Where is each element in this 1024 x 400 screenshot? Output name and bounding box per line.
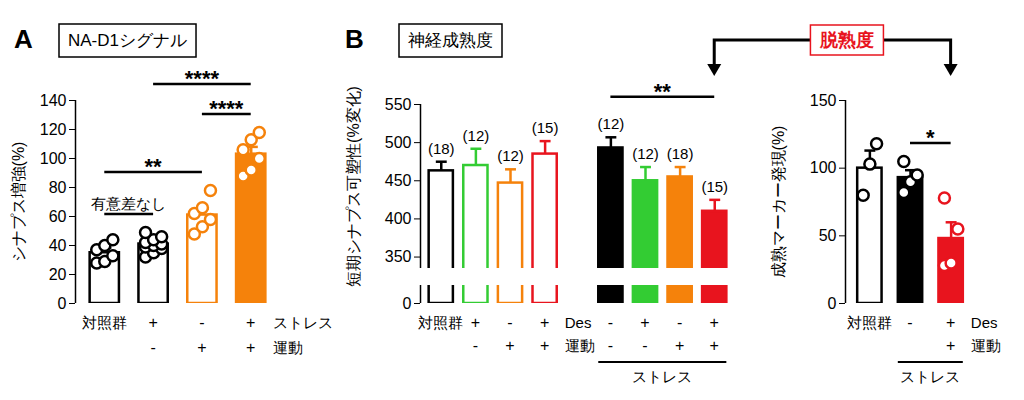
svg-text:150: 150	[810, 92, 837, 109]
svg-text:運動: 運動	[273, 339, 303, 356]
svg-text:成熟マーカー発現(%): 成熟マーカー発現(%)	[770, 126, 787, 279]
svg-text:-: -	[199, 314, 204, 331]
svg-text:対照群: 対照群	[82, 314, 127, 331]
svg-text:短期シナプス可塑性(%変化): 短期シナプス可塑性(%変化)	[345, 86, 362, 287]
svg-text:0: 0	[58, 295, 67, 312]
svg-text:NA-D1シグナル: NA-D1シグナル	[68, 31, 187, 50]
svg-text:(12): (12)	[463, 127, 490, 144]
svg-text:+: +	[540, 314, 549, 331]
svg-text:-: -	[677, 314, 682, 331]
svg-text:-: -	[608, 314, 613, 331]
svg-text:140: 140	[40, 92, 67, 109]
svg-text:350: 350	[385, 248, 412, 265]
svg-text:-: -	[907, 314, 912, 331]
svg-text:0: 0	[403, 295, 412, 312]
svg-text:+: +	[246, 314, 255, 331]
svg-text:80: 80	[49, 179, 67, 196]
svg-text:60: 60	[49, 208, 67, 225]
svg-text:+: +	[197, 339, 206, 356]
svg-text:B: B	[345, 24, 364, 54]
svg-text:(12): (12)	[598, 115, 625, 132]
svg-text:(12): (12)	[632, 145, 659, 162]
svg-text:+: +	[710, 314, 719, 331]
svg-text:*: *	[926, 125, 935, 150]
svg-text:-: -	[473, 337, 478, 354]
svg-text:0: 0	[828, 295, 837, 312]
svg-text:500: 500	[385, 134, 412, 151]
svg-text:(18): (18)	[428, 140, 455, 157]
svg-text:****: ****	[209, 96, 244, 121]
svg-text:Des: Des	[971, 314, 998, 331]
svg-text:400: 400	[385, 210, 412, 227]
svg-text:550: 550	[385, 96, 412, 113]
svg-text:対照群: 対照群	[418, 314, 463, 331]
svg-text:A: A	[14, 24, 33, 54]
svg-text:+: +	[148, 314, 157, 331]
svg-text:-: -	[642, 337, 647, 354]
svg-text:シナプス増強(%): シナプス増強(%)	[10, 142, 27, 263]
svg-text:+: +	[675, 337, 684, 354]
svg-text:****: ****	[185, 66, 220, 91]
svg-text:**: **	[654, 79, 672, 104]
svg-text:120: 120	[40, 121, 67, 138]
svg-text:ストレス: ストレス	[273, 314, 333, 331]
svg-text:ストレス: ストレス	[632, 368, 692, 385]
svg-text:-: -	[608, 337, 613, 354]
svg-text:450: 450	[385, 172, 412, 189]
svg-text:(15): (15)	[532, 119, 559, 136]
svg-text:+: +	[246, 339, 255, 356]
svg-text:運動: 運動	[565, 337, 595, 354]
svg-text:-: -	[507, 314, 512, 331]
svg-text:+: +	[471, 314, 480, 331]
svg-text:(12): (12)	[497, 147, 524, 164]
svg-text:脱熟度: 脱熟度	[819, 30, 874, 50]
svg-text:+: +	[640, 314, 649, 331]
svg-text:(15): (15)	[701, 178, 728, 195]
svg-text:運動: 運動	[971, 337, 1001, 354]
svg-text:ストレス: ストレス	[900, 368, 960, 385]
svg-text:+: +	[505, 337, 514, 354]
svg-text:100: 100	[40, 150, 67, 167]
svg-text:+: +	[540, 337, 549, 354]
svg-text:40: 40	[49, 237, 67, 254]
svg-text:+: +	[946, 337, 955, 354]
svg-text:100: 100	[810, 159, 837, 176]
svg-text:50: 50	[819, 227, 837, 244]
svg-text:Des: Des	[565, 314, 592, 331]
svg-text:**: **	[145, 154, 163, 179]
svg-text:20: 20	[49, 266, 67, 283]
svg-text:+: +	[946, 314, 955, 331]
svg-text:-: -	[150, 339, 155, 356]
svg-text:+: +	[710, 337, 719, 354]
svg-text:対照群: 対照群	[847, 314, 892, 331]
svg-text:有意差なし: 有意差なし	[91, 195, 166, 212]
svg-text:(18): (18)	[667, 145, 694, 162]
svg-text:神経成熟度: 神経成熟度	[408, 31, 493, 50]
